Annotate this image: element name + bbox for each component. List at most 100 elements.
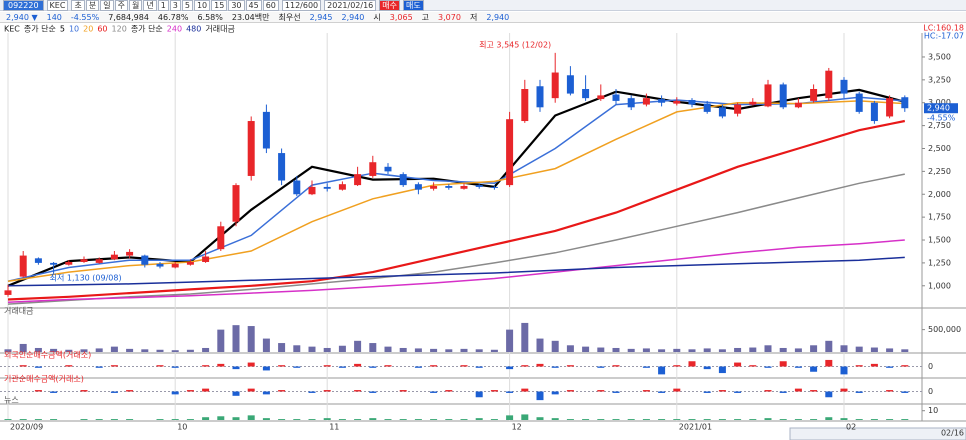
quote-item: 3,065 (389, 12, 413, 22)
legend-text: 종가 단순 (131, 24, 163, 34)
stock-code[interactable]: 092220 (3, 0, 44, 11)
bar (794, 366, 802, 368)
period-button[interactable]: 1 (157, 0, 169, 11)
bar (658, 391, 666, 393)
period-button[interactable]: 초 (71, 0, 85, 11)
candle-body (810, 89, 818, 101)
bar (430, 419, 438, 420)
ma-line (7, 119, 906, 301)
candle-body (566, 75, 574, 94)
period-button[interactable]: 5 (181, 0, 193, 11)
bar (825, 391, 833, 398)
date[interactable]: 2021/02/16 (324, 0, 377, 11)
candle-body (673, 100, 681, 104)
period-button[interactable]: 10 (193, 0, 211, 11)
bar (65, 365, 73, 367)
period-button[interactable]: 45 (245, 0, 262, 11)
sell-button[interactable]: 매도 (402, 0, 424, 11)
chart-bg (0, 23, 966, 440)
y-tick-label: 1,000 (928, 281, 951, 290)
y-tick-label: 2,250 (928, 167, 951, 176)
candle-body (825, 70, 833, 99)
lc-label: LC:160.18 (923, 24, 964, 33)
bar (293, 366, 301, 368)
candle-body (658, 99, 666, 103)
bar (247, 388, 255, 392)
bar (217, 416, 225, 420)
bar (536, 338, 544, 352)
candle-body (870, 102, 878, 122)
bar (323, 390, 331, 392)
bar (80, 419, 88, 420)
bar (703, 366, 711, 370)
bar (810, 419, 818, 420)
bar (886, 390, 894, 392)
period-button[interactable]: 15 (211, 0, 228, 11)
bar (430, 348, 438, 352)
bar (536, 363, 544, 367)
legend-text: KEC (4, 25, 20, 34)
quote-item: 2,940 ▼ (6, 12, 38, 22)
bar (886, 419, 894, 420)
bar (901, 365, 909, 367)
bar (460, 365, 468, 367)
period-button[interactable]: 월 (128, 0, 143, 11)
bar (217, 363, 225, 367)
candle-body (490, 186, 498, 188)
buy-button[interactable]: 매수 (379, 0, 400, 11)
panel-title: 외국인순매수금액(거래소) (4, 350, 91, 360)
bar (430, 365, 438, 367)
period-button[interactable]: 3 (169, 0, 181, 11)
bar (110, 419, 118, 420)
bar (718, 419, 726, 420)
candle-body (323, 186, 331, 189)
bar (749, 365, 757, 367)
bar (718, 366, 726, 374)
legend-text: 10 (69, 25, 79, 34)
period-button[interactable]: 주 (114, 0, 128, 11)
annotation: 최고 3,545 (12/02) (479, 39, 551, 49)
period-button[interactable]: 분 (85, 0, 100, 11)
count[interactable]: 112/600 (281, 0, 322, 11)
candle-body (612, 94, 620, 101)
bar (825, 340, 833, 352)
bar (506, 415, 514, 420)
period-button[interactable]: 60 (262, 0, 279, 11)
bar (673, 419, 681, 420)
bar (582, 419, 590, 420)
bar (95, 366, 103, 368)
candle-body (445, 186, 453, 188)
bar (445, 419, 453, 420)
x-tick-label: 2021/01 (679, 423, 712, 432)
bar (658, 366, 666, 375)
period-button[interactable]: 일 (100, 0, 114, 11)
bar (202, 365, 210, 367)
bar (19, 365, 27, 367)
candle-body (582, 89, 590, 99)
period-button[interactable]: 년 (143, 0, 157, 11)
bar (354, 340, 362, 352)
bar (855, 346, 863, 352)
bar (521, 414, 529, 420)
candle-body (764, 84, 772, 107)
bar (19, 419, 27, 420)
bar (673, 365, 681, 367)
bar (551, 391, 559, 395)
bar (551, 366, 559, 368)
stock-name[interactable]: KEC (46, 0, 69, 11)
x-tick-label: 11 (329, 423, 339, 432)
bar (308, 419, 316, 420)
candle-body (901, 97, 909, 109)
bar (566, 365, 574, 367)
period-button[interactable]: 30 (228, 0, 245, 11)
bar (506, 329, 514, 352)
candle-body (34, 258, 42, 263)
legend-text: 20 (83, 25, 93, 34)
bar (399, 347, 407, 352)
quote-item: 최우선 (278, 12, 301, 22)
candle-body (749, 101, 757, 105)
bar (232, 391, 240, 396)
bar (475, 366, 483, 368)
scroll-controls[interactable] (789, 427, 966, 440)
bar (232, 417, 240, 420)
